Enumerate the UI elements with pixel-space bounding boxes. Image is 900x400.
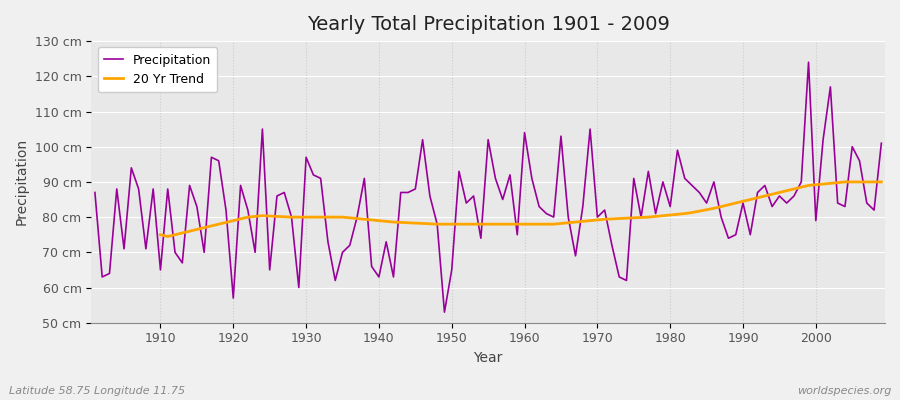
Precipitation xyxy=(148,186,158,191)
Precipitation xyxy=(526,176,537,181)
20 Yr Trend xyxy=(162,234,173,239)
Precipitation xyxy=(519,130,530,135)
Line: Precipitation: Precipitation xyxy=(94,62,881,312)
20 Yr Trend xyxy=(840,180,850,184)
20 Yr Trend xyxy=(876,180,886,184)
Text: worldspecies.org: worldspecies.org xyxy=(796,386,891,396)
20 Yr Trend xyxy=(854,180,865,184)
Precipitation xyxy=(308,172,319,177)
Precipitation xyxy=(352,215,363,220)
20 Yr Trend xyxy=(534,222,544,226)
Y-axis label: Precipitation: Precipitation xyxy=(15,138,29,226)
Precipitation xyxy=(876,141,886,146)
20 Yr Trend xyxy=(329,215,340,220)
X-axis label: Year: Year xyxy=(473,351,503,365)
Precipitation xyxy=(803,60,814,65)
20 Yr Trend xyxy=(592,218,603,222)
20 Yr Trend xyxy=(155,232,166,237)
Precipitation xyxy=(89,190,100,195)
20 Yr Trend xyxy=(301,215,311,220)
Legend: Precipitation, 20 Yr Trend: Precipitation, 20 Yr Trend xyxy=(97,47,217,92)
Precipitation xyxy=(439,310,450,314)
Precipitation xyxy=(614,274,625,279)
Line: 20 Yr Trend: 20 Yr Trend xyxy=(160,182,881,236)
Title: Yearly Total Precipitation 1901 - 2009: Yearly Total Precipitation 1901 - 2009 xyxy=(307,15,670,34)
20 Yr Trend xyxy=(825,181,836,186)
Text: Latitude 58.75 Longitude 11.75: Latitude 58.75 Longitude 11.75 xyxy=(9,386,185,396)
